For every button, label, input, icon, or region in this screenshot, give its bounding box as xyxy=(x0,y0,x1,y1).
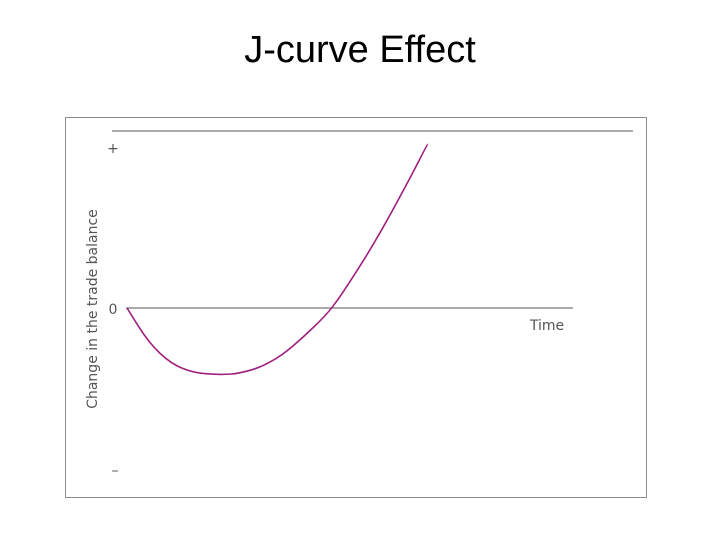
y-tick-plus: + xyxy=(107,141,119,157)
x-axis-label: Time xyxy=(529,318,564,334)
y-tick-minus: – xyxy=(112,463,119,479)
y-axis-label: Change in the trade balance xyxy=(85,209,101,409)
chart-frame: + 0 – Time Change in the trade balance xyxy=(65,117,647,498)
slide-title: J-curve Effect xyxy=(244,29,476,71)
j-curve-chart: + 0 – Time Change in the trade balance xyxy=(85,130,633,479)
j-curve-line xyxy=(126,143,429,376)
y-tick-zero: 0 xyxy=(109,302,118,318)
